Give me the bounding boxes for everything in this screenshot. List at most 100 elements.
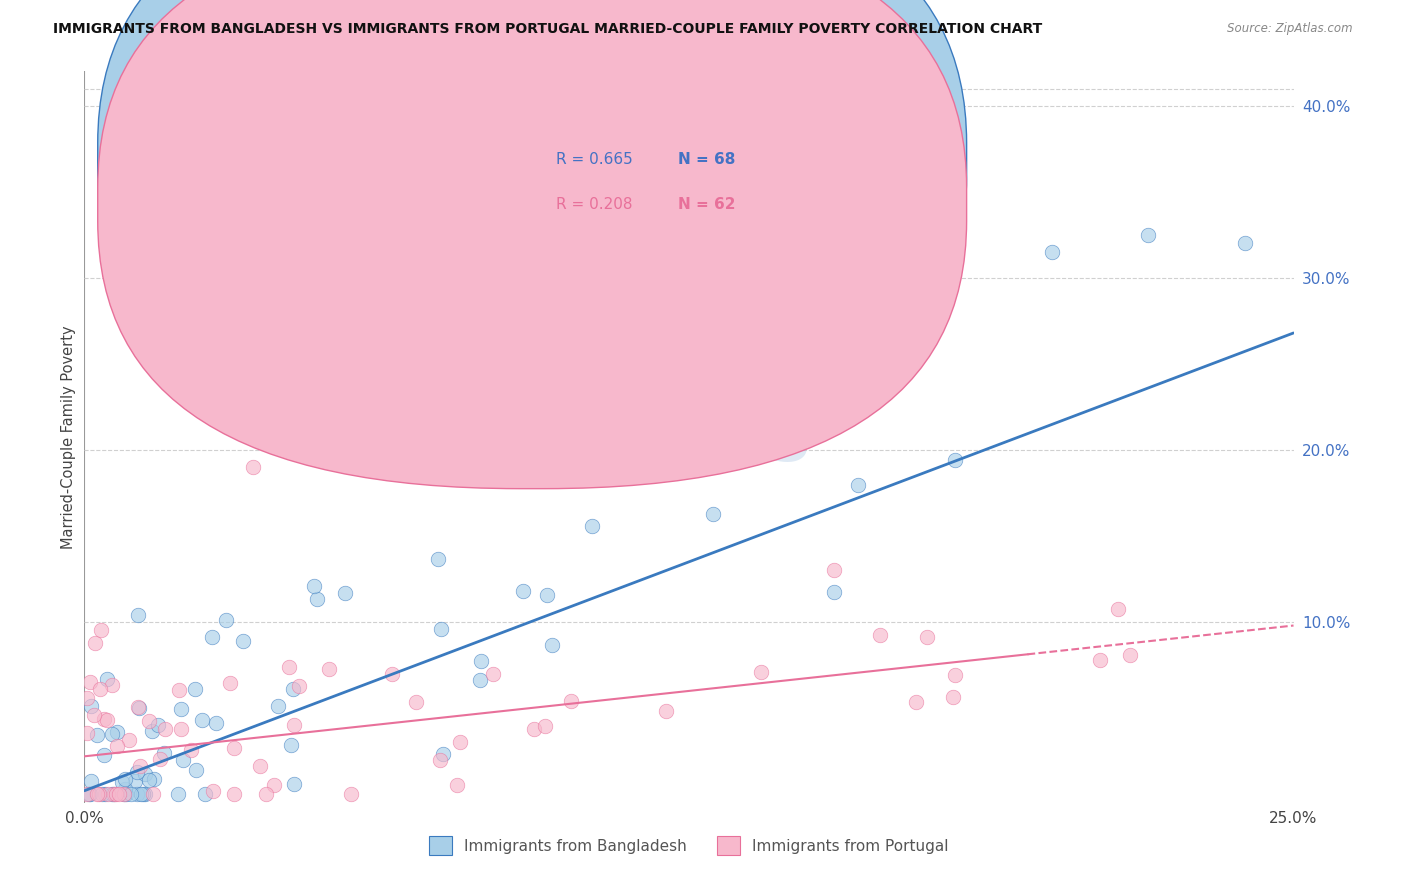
Point xyxy=(482,666,505,681)
Point xyxy=(155,723,177,737)
Point xyxy=(127,699,149,714)
Point xyxy=(94,787,117,801)
Point xyxy=(1137,227,1160,242)
Point xyxy=(148,718,170,732)
Point xyxy=(283,718,305,732)
Point xyxy=(449,735,471,749)
Text: N = 68: N = 68 xyxy=(678,153,735,168)
Point xyxy=(172,753,194,767)
Point xyxy=(93,747,115,762)
Point xyxy=(134,787,156,801)
Point xyxy=(100,787,122,801)
Point xyxy=(430,622,453,636)
Point xyxy=(702,507,724,521)
Point xyxy=(242,460,264,475)
Point xyxy=(205,716,228,731)
Point xyxy=(142,787,165,801)
Point xyxy=(869,627,891,641)
Point xyxy=(129,787,152,801)
Text: R = 0.208: R = 0.208 xyxy=(557,196,633,211)
Point xyxy=(83,708,105,723)
Text: atlas: atlas xyxy=(605,395,813,479)
Point xyxy=(76,726,98,740)
Point xyxy=(1234,236,1257,251)
Point xyxy=(105,787,128,801)
Point xyxy=(541,638,564,652)
Point xyxy=(405,695,427,709)
Point xyxy=(125,787,148,801)
Point xyxy=(86,787,108,801)
Point xyxy=(153,746,176,760)
Point xyxy=(1088,653,1111,667)
Point xyxy=(134,767,156,781)
Point xyxy=(132,787,155,801)
Point xyxy=(97,787,120,801)
Point xyxy=(166,787,188,801)
Point xyxy=(823,563,845,577)
Point xyxy=(655,705,678,719)
Point xyxy=(278,660,301,674)
Point xyxy=(263,778,285,792)
Point xyxy=(129,759,152,773)
Point xyxy=(470,653,492,667)
Point xyxy=(523,723,546,737)
Point xyxy=(127,607,149,622)
Point xyxy=(943,452,966,467)
Point xyxy=(103,787,125,801)
Point xyxy=(429,753,451,767)
Point xyxy=(79,787,101,801)
Point xyxy=(77,787,100,801)
Point xyxy=(167,682,190,697)
Point xyxy=(904,695,927,709)
Point xyxy=(93,712,115,726)
Point xyxy=(96,713,118,727)
Point xyxy=(427,551,450,566)
Point xyxy=(943,668,966,682)
Point xyxy=(915,630,938,644)
Point xyxy=(170,723,193,737)
Point xyxy=(222,741,245,756)
Point xyxy=(405,357,427,371)
Point xyxy=(80,774,103,789)
Point xyxy=(191,714,214,728)
Point xyxy=(128,701,150,715)
FancyBboxPatch shape xyxy=(503,135,786,231)
Point xyxy=(335,586,357,600)
Point xyxy=(141,723,163,738)
Point xyxy=(90,624,112,638)
Point xyxy=(76,691,98,706)
Point xyxy=(142,772,165,787)
Point xyxy=(114,781,136,796)
Point xyxy=(118,733,141,747)
Point xyxy=(942,690,965,704)
Text: ZIP: ZIP xyxy=(434,395,592,479)
Point xyxy=(124,773,146,788)
Point xyxy=(560,694,582,708)
Point xyxy=(148,751,170,765)
Point xyxy=(280,738,302,752)
Point xyxy=(249,759,271,773)
Point xyxy=(470,673,492,687)
Point xyxy=(105,739,128,753)
Point xyxy=(846,478,869,492)
Point xyxy=(512,584,534,599)
Point xyxy=(79,675,101,690)
Point xyxy=(202,784,225,798)
Point xyxy=(76,787,98,801)
Y-axis label: Married-Couple Family Poverty: Married-Couple Family Poverty xyxy=(60,326,76,549)
Point xyxy=(186,763,208,777)
Text: N = 62: N = 62 xyxy=(678,196,735,211)
Point xyxy=(219,676,242,690)
Point xyxy=(1040,245,1063,260)
Point xyxy=(283,681,305,696)
Text: Source: ZipAtlas.com: Source: ZipAtlas.com xyxy=(1227,22,1353,36)
Point xyxy=(256,787,278,801)
Point xyxy=(111,774,134,789)
Point xyxy=(381,667,404,681)
Point xyxy=(180,743,202,757)
Point xyxy=(101,726,124,740)
Point xyxy=(90,787,112,801)
Point xyxy=(138,714,160,728)
Point xyxy=(138,772,160,787)
Point xyxy=(169,702,191,716)
